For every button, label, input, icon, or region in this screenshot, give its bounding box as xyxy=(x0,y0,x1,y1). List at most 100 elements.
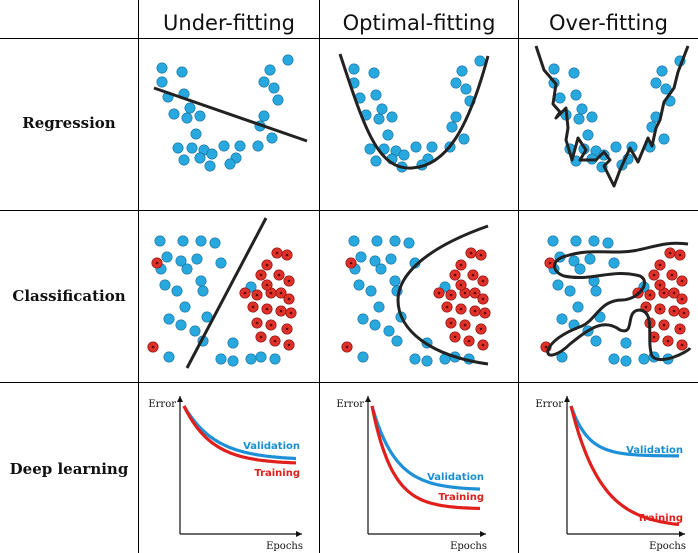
row-header-regression: Regression xyxy=(22,114,116,132)
classification-blue-point xyxy=(163,351,175,363)
regression-point xyxy=(446,121,458,133)
training-curve xyxy=(370,405,481,511)
regression-point xyxy=(570,89,582,101)
classification-red-point-center xyxy=(463,291,467,295)
classification-blue-point xyxy=(175,319,187,331)
classification-blue-point xyxy=(195,235,207,247)
regression-point xyxy=(656,65,668,77)
classification-red-point-center xyxy=(287,343,291,347)
classification-blue-point xyxy=(572,301,584,313)
regression-point xyxy=(282,54,294,66)
classification-red-point-center xyxy=(469,251,473,255)
classification-blue-point xyxy=(403,237,415,249)
regression-point xyxy=(658,133,670,145)
classification-red-point-center xyxy=(349,261,353,265)
classification-blue-point xyxy=(556,313,568,325)
classification-red-point-center xyxy=(453,335,457,339)
regression-point xyxy=(650,77,662,89)
regression-point xyxy=(204,160,216,172)
classification-blue-point xyxy=(159,279,171,291)
regression-point xyxy=(234,140,246,152)
regression-point xyxy=(660,83,672,95)
classification-blue-point xyxy=(564,285,576,297)
row-header-classification: Classification xyxy=(12,287,126,305)
regression-point xyxy=(252,140,264,152)
classification-red-point-center xyxy=(275,251,279,255)
regression-point xyxy=(456,65,468,77)
training-curve xyxy=(569,405,680,527)
classification-blue-point xyxy=(552,279,564,291)
column-header-under-fitting: Under-fitting xyxy=(163,11,295,35)
regression-point xyxy=(206,148,218,160)
classification-red-point-center xyxy=(682,311,686,315)
classification-blue-point xyxy=(227,355,239,367)
regression-point xyxy=(176,66,188,78)
classification-red-point-center xyxy=(463,323,467,327)
classification-red-point-center xyxy=(467,339,471,343)
classification-red-point-center xyxy=(644,305,648,309)
classification-red-point-center xyxy=(273,339,277,343)
regression-point xyxy=(194,110,206,122)
classification-red-point-center xyxy=(279,291,283,295)
classification-red-point-center xyxy=(672,309,676,313)
classification-red-point-center xyxy=(481,297,485,301)
regression-point xyxy=(386,111,398,123)
classification-red-point-center xyxy=(459,307,463,311)
classification-red-point-center xyxy=(287,279,291,283)
validation-curve xyxy=(182,405,297,461)
regression-point xyxy=(264,64,276,76)
classification-blue-point xyxy=(385,253,397,265)
regression-point xyxy=(582,129,594,141)
classification-red-point-center xyxy=(479,327,483,331)
classification-blue-point xyxy=(608,257,620,269)
classification-red-point-center xyxy=(548,261,552,265)
classification-red-point-center xyxy=(680,343,684,347)
classification-blue-point xyxy=(355,251,367,263)
x-axis-arrow xyxy=(480,531,486,537)
classification-red-point-center xyxy=(483,311,487,315)
classification-red-point-center xyxy=(481,343,485,347)
classification-red-point-center xyxy=(445,305,449,309)
classification-blue-point xyxy=(171,285,183,297)
classification-red-point-center xyxy=(265,307,269,311)
classification-blue-point xyxy=(547,235,559,247)
classification-red-point-center xyxy=(285,327,289,331)
classification-blue-point xyxy=(357,313,369,325)
classification-blue-point xyxy=(409,353,421,365)
classification-blue-point xyxy=(245,353,257,365)
x-axis-arrow xyxy=(296,531,302,537)
grid-line-v1 xyxy=(138,0,139,553)
classification-blue-point xyxy=(357,351,369,363)
classification-blue-point xyxy=(161,251,173,263)
validation-label: Validation xyxy=(626,445,683,456)
regression-point xyxy=(184,102,196,114)
classification-red-point-center xyxy=(151,345,155,349)
regression-point xyxy=(382,129,394,141)
classification-blue-point xyxy=(189,325,201,337)
column-header-optimal-fitting: Optimal-fitting xyxy=(342,11,496,35)
classification-blue-point xyxy=(590,285,602,297)
classification-blue-point xyxy=(195,275,207,287)
classification-red-point-center xyxy=(259,273,263,277)
training-label: Training xyxy=(254,468,300,479)
classification-red-point-center xyxy=(678,327,682,331)
classification-red-point-center xyxy=(255,293,259,297)
classification-red-point-center xyxy=(459,263,463,267)
regression-optimal-curve xyxy=(338,53,490,170)
regression-point xyxy=(373,113,385,125)
classification-red-point-center xyxy=(255,321,259,325)
regression-point xyxy=(258,110,270,122)
classification-red-point-center xyxy=(265,263,269,267)
regression-point xyxy=(156,62,168,74)
classification-blue-point xyxy=(197,285,209,297)
regression-point xyxy=(376,103,388,115)
regression-point xyxy=(370,89,382,101)
classification-blue-point xyxy=(373,301,385,313)
grid-line-h3 xyxy=(0,382,698,383)
regression-point xyxy=(194,152,206,164)
classification-blue-point xyxy=(348,235,360,247)
regression-point xyxy=(268,82,280,94)
regression-underfit-line xyxy=(153,86,308,143)
training-curve xyxy=(182,405,297,465)
